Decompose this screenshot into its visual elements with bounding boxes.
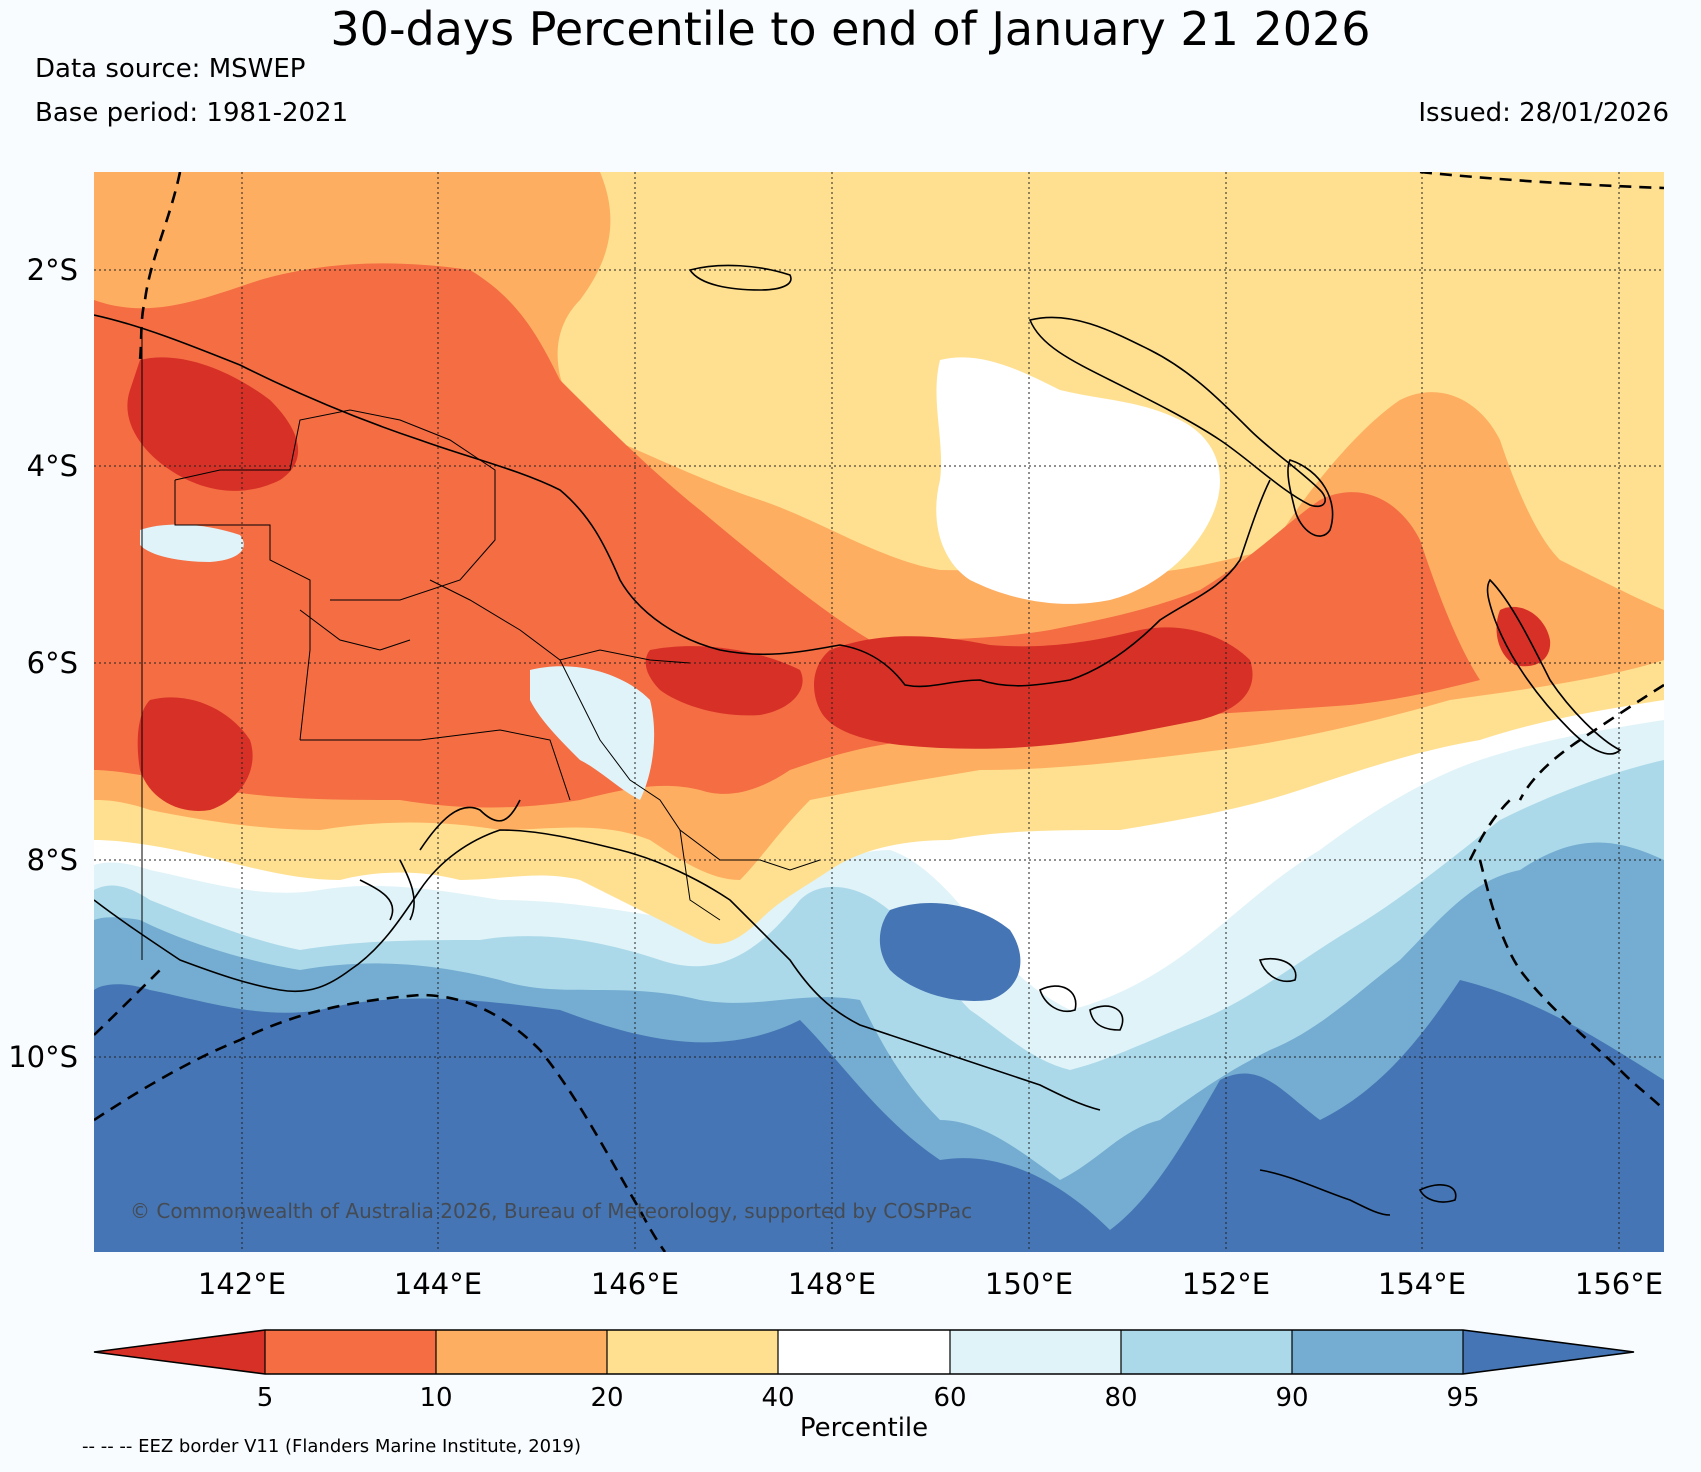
lon-label-144e: 144°E — [394, 1267, 482, 1301]
band-below-5-southwest — [137, 697, 253, 811]
colorbar-segment-90-95 — [1292, 1330, 1463, 1374]
lat-label-2s: 2°S — [27, 253, 78, 287]
colorbar: 5 10 20 40 60 80 90 95 Percentile — [93, 1329, 1635, 1443]
bougainville — [1486, 578, 1622, 755]
band-40-60-north-interior — [936, 357, 1220, 604]
new-britain — [1028, 316, 1326, 508]
lon-label-154e: 154°E — [1378, 1267, 1466, 1301]
lon-label-156e: 156°E — [1575, 1267, 1663, 1301]
colorbar-label: Percentile — [800, 1413, 928, 1443]
colorbar-segment-20-40 — [607, 1330, 778, 1374]
band-below-5-central — [814, 627, 1253, 749]
colorbar-tick-10: 10 — [419, 1383, 452, 1413]
band-60-80-west-interior — [140, 524, 244, 562]
issued-date-label: Issued: 28/01/2026 — [1418, 98, 1669, 128]
colorbar-tick-90: 90 — [1275, 1383, 1308, 1413]
base-period-label: Base period: 1981-2021 — [35, 98, 349, 128]
eez-footnote: -- -- -- EEZ border V11 (Flanders Marine… — [82, 1436, 582, 1457]
copyright-notice: © Commonwealth of Australia 2026, Bureau… — [130, 1199, 972, 1223]
trobriand-islands — [1258, 958, 1297, 982]
precipitation-percentile-map: © Commonwealth of Australia 2026, Bureau… — [94, 172, 1664, 1252]
colorbar-tick-5: 5 — [257, 1383, 274, 1413]
colorbar-segment-60-80 — [950, 1330, 1121, 1374]
colorbar-segment-above-95 — [1463, 1330, 1634, 1374]
dentrecasteaux-islands — [1039, 985, 1124, 1031]
latitude-labels: 2°S 4°S 6°S 8°S 10°S — [8, 253, 78, 1074]
lon-label-152e: 152°E — [1182, 1267, 1270, 1301]
lon-label-142e: 142°E — [198, 1267, 286, 1301]
lat-label-10s: 10°S — [8, 1040, 78, 1074]
colorbar-tick-20: 20 — [590, 1383, 623, 1413]
colorbar-tick-80: 80 — [1104, 1383, 1137, 1413]
coastlines — [94, 264, 1622, 1216]
lat-label-6s: 6°S — [27, 646, 78, 680]
colorbar-segment-80-90 — [1121, 1330, 1292, 1374]
fly-river-delta — [359, 799, 521, 921]
new-ireland — [1287, 459, 1334, 537]
colorbar-segment-40-60 — [778, 1330, 950, 1374]
map-gridlines — [94, 172, 1664, 1252]
colorbar-tick-95: 95 — [1446, 1383, 1479, 1413]
lon-label-148e: 148°E — [788, 1267, 876, 1301]
louisiade-archipelago — [1259, 1169, 1457, 1216]
map-title: 30-days Percentile to end of January 21 … — [330, 2, 1371, 56]
band-60-80-central-interior — [530, 666, 655, 800]
new-guinea-north-coast — [94, 314, 1271, 688]
manus-island — [688, 264, 792, 291]
colorbar-tick-40: 40 — [761, 1383, 794, 1413]
new-guinea-south-coast — [94, 829, 1101, 1111]
lon-label-146e: 146°E — [591, 1267, 679, 1301]
longitude-labels: 142°E 144°E 146°E 148°E 150°E 152°E 154°… — [198, 1267, 1663, 1301]
province-borders — [141, 330, 821, 960]
band-below-5-west — [127, 357, 299, 491]
band-above-95-milne-bay — [879, 902, 1021, 1001]
data-source-label: Data source: MSWEP — [35, 54, 306, 84]
eez-borders — [94, 172, 1664, 1252]
colorbar-segment-5-10 — [265, 1330, 436, 1374]
colorbar-tick-60: 60 — [933, 1383, 966, 1413]
colorbar-segment-10-20 — [436, 1330, 607, 1374]
lat-label-4s: 4°S — [27, 449, 78, 483]
lon-label-150e: 150°E — [985, 1267, 1073, 1301]
colorbar-segment-below-5 — [94, 1330, 265, 1374]
lat-label-8s: 8°S — [27, 843, 78, 877]
